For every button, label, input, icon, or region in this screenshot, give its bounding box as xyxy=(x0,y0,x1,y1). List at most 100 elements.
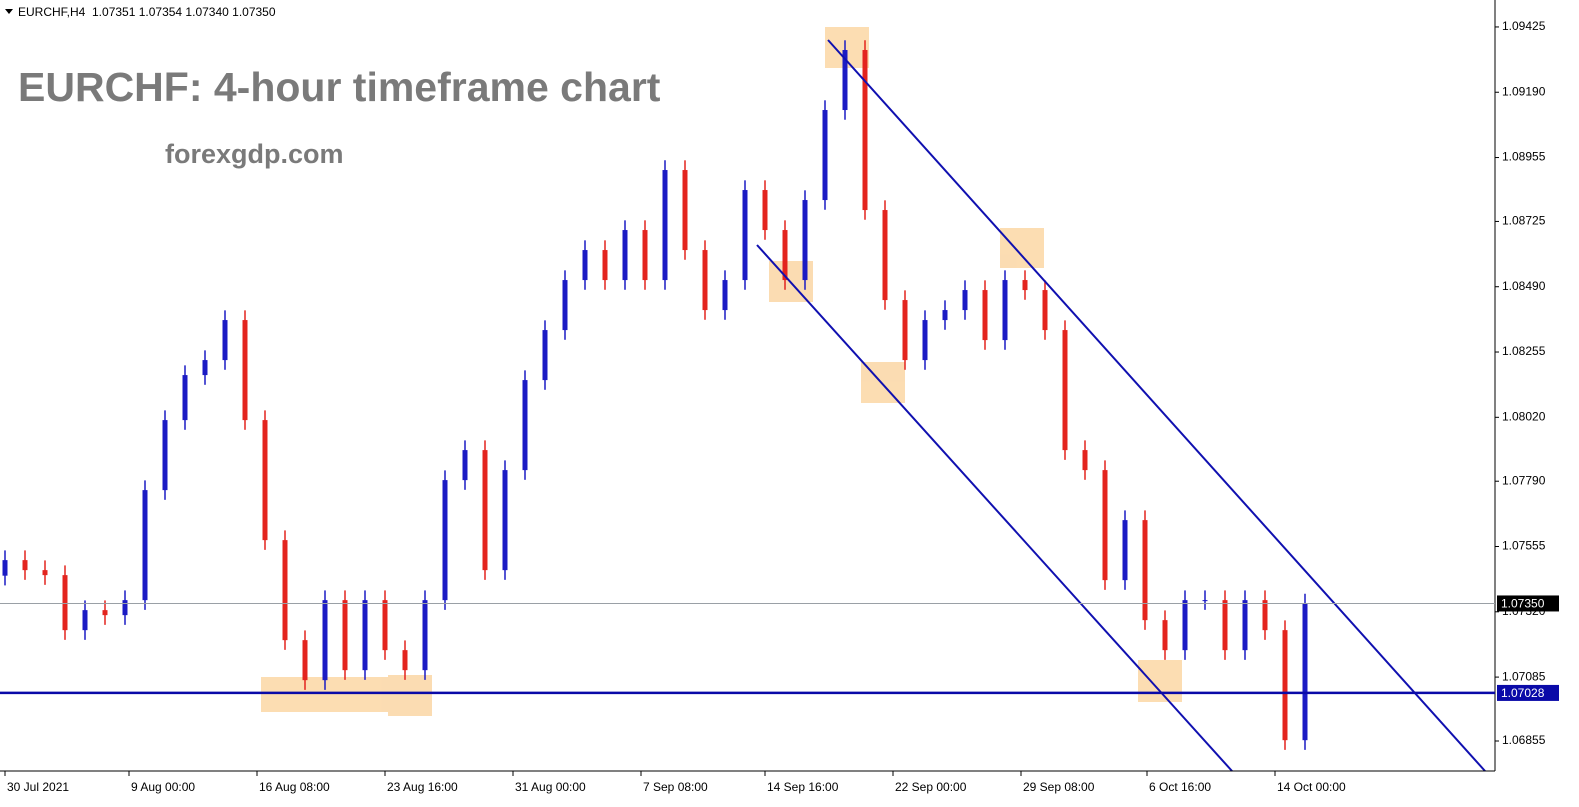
zone xyxy=(1000,228,1044,268)
plot xyxy=(2,40,1308,750)
candle-body xyxy=(742,190,748,281)
candle-body xyxy=(1282,630,1288,741)
candle-body xyxy=(402,650,408,671)
candle-body xyxy=(142,490,148,601)
candle-body xyxy=(562,280,568,331)
candle-body xyxy=(802,200,808,281)
candle-body xyxy=(1202,600,1208,602)
chart-title: EURCHF: 4-hour timeframe chart xyxy=(18,64,661,110)
candle-body xyxy=(722,280,728,311)
channel-lower xyxy=(756,244,1233,772)
y-tick-label: 1.08490 xyxy=(1502,279,1546,293)
candle-body xyxy=(622,230,628,281)
candle-body xyxy=(702,250,708,311)
candle-body xyxy=(682,170,688,251)
candle-body xyxy=(362,600,368,671)
candle-body xyxy=(502,470,508,571)
x-tick-label: 22 Sep 00:00 xyxy=(895,780,967,794)
x-tick-label: 29 Sep 08:00 xyxy=(1023,780,1095,794)
candle-body xyxy=(602,250,608,281)
x-tick-label: 14 Oct 00:00 xyxy=(1277,780,1346,794)
candle-body xyxy=(842,50,848,111)
menu-arrow xyxy=(5,9,13,14)
candle-body xyxy=(822,110,828,201)
x-tick-label: 16 Aug 08:00 xyxy=(259,780,330,794)
candle-body xyxy=(1062,330,1068,451)
price-label: 1.07028 xyxy=(1501,686,1545,700)
candle-body xyxy=(422,600,428,671)
candle-body xyxy=(762,190,768,231)
price-label-box xyxy=(1497,595,1559,612)
candle-body xyxy=(922,320,928,361)
candle-body xyxy=(262,420,268,541)
candle-body xyxy=(1142,520,1148,621)
candle-body xyxy=(982,290,988,341)
y-tick-label: 1.08955 xyxy=(1502,150,1546,164)
y-tick-label: 1.08255 xyxy=(1502,344,1546,358)
channel-upper xyxy=(827,39,1486,772)
zone xyxy=(1138,660,1182,702)
candle-body xyxy=(942,310,948,321)
candle-body xyxy=(1122,520,1128,581)
x-tick-label: 30 Jul 2021 xyxy=(7,780,69,794)
y-tick-label: 1.09425 xyxy=(1502,19,1546,33)
candle-body xyxy=(162,420,168,491)
candle-body xyxy=(1022,280,1028,291)
candle-body xyxy=(122,600,128,616)
price-label: 1.07350 xyxy=(1501,597,1545,611)
candle-body xyxy=(1102,470,1108,581)
candle-body xyxy=(42,570,48,576)
candle-body xyxy=(1042,290,1048,331)
candle-body xyxy=(582,250,588,281)
y-tick-label: 1.08020 xyxy=(1502,409,1546,423)
candle-body xyxy=(342,600,348,671)
candle-body xyxy=(102,610,108,616)
candle-body xyxy=(242,320,248,421)
candle-body xyxy=(522,380,528,471)
candle-body xyxy=(542,330,548,381)
x-tick-label: 23 Aug 16:00 xyxy=(387,780,458,794)
y-tick-label: 1.07085 xyxy=(1502,669,1546,683)
header: EURCHF,H4 1.07351 1.07354 1.07340 1.0735… xyxy=(18,5,276,19)
y-tick-label: 1.08725 xyxy=(1502,214,1546,228)
candle-body xyxy=(662,170,668,281)
candle-body xyxy=(322,600,328,681)
candle-body xyxy=(222,320,228,361)
y-tick-label: 1.09190 xyxy=(1502,84,1546,98)
candle-body xyxy=(1082,450,1088,471)
highlight-zones xyxy=(261,27,1182,716)
candle-body xyxy=(1262,600,1268,631)
candle-body xyxy=(282,540,288,641)
candle-body xyxy=(482,450,488,571)
candle-body xyxy=(442,480,448,601)
candle-body xyxy=(782,230,788,281)
candle-body xyxy=(302,640,308,681)
candle-body xyxy=(382,600,388,651)
x-tick-label: 14 Sep 16:00 xyxy=(767,780,839,794)
candle-body xyxy=(182,375,188,421)
candle-body xyxy=(2,560,8,576)
candle-body xyxy=(1002,280,1008,341)
candle-body xyxy=(462,450,468,481)
x-tick-label: 9 Aug 00:00 xyxy=(131,780,195,794)
price-label-box xyxy=(1497,684,1559,701)
candle-body xyxy=(202,360,208,376)
zone xyxy=(388,675,432,716)
candle-body xyxy=(882,210,888,301)
candle-body xyxy=(1162,620,1168,651)
candle-body xyxy=(22,560,28,571)
candle-body xyxy=(1222,600,1228,651)
x-tick-label: 6 Oct 16:00 xyxy=(1149,780,1211,794)
candle-body xyxy=(1242,600,1248,651)
watermark: forexgdp.com xyxy=(165,139,344,169)
candle-body xyxy=(62,575,68,631)
candle-body xyxy=(862,50,868,211)
candle-body xyxy=(962,290,968,311)
candle-body xyxy=(1182,600,1188,651)
x-tick-label: 31 Aug 00:00 xyxy=(515,780,586,794)
y-tick-label: 1.07555 xyxy=(1502,539,1546,553)
candle-body xyxy=(1302,603,1308,741)
candle-body xyxy=(902,300,908,361)
